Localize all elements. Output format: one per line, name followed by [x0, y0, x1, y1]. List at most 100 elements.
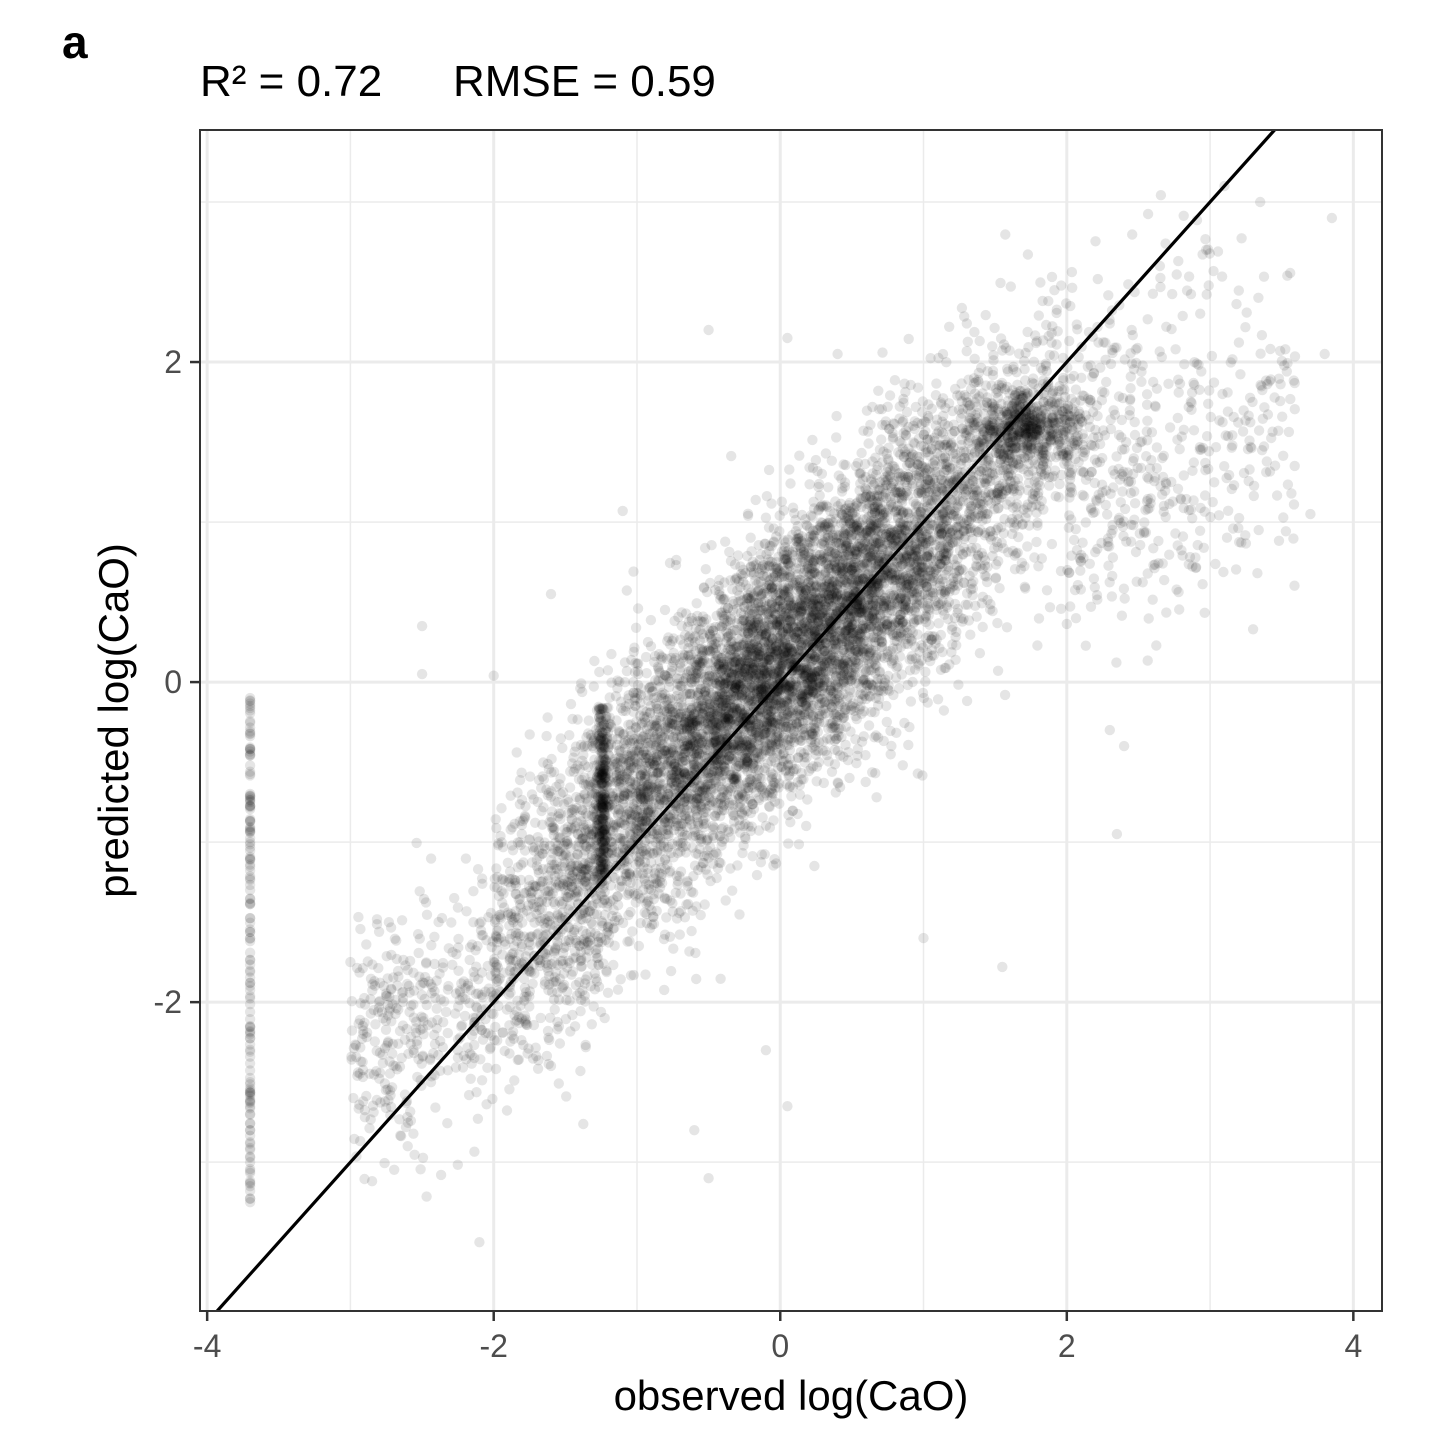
- data-point: [689, 631, 701, 642]
- data-point: [1011, 403, 1022, 415]
- data-point: [798, 723, 809, 734]
- data-point: [851, 713, 862, 725]
- data-point: [817, 553, 828, 564]
- data-point: [808, 711, 819, 722]
- data-point: [776, 568, 787, 579]
- data-point: [979, 400, 990, 411]
- data-point: [805, 679, 816, 690]
- data-point: [580, 845, 591, 856]
- data-point: [772, 568, 783, 579]
- data-point: [864, 527, 876, 538]
- data-point: [759, 596, 770, 607]
- data-point: [807, 728, 818, 739]
- data-point: [1150, 401, 1161, 412]
- data-point: [866, 509, 877, 521]
- data-point: [880, 568, 891, 579]
- data-point: [805, 596, 816, 607]
- data-point: [676, 807, 687, 818]
- data-point: [854, 636, 865, 647]
- data-point: [770, 663, 782, 674]
- data-point: [999, 689, 1011, 701]
- data-point: [830, 595, 841, 606]
- data-point: [764, 579, 775, 590]
- grid-lines: [200, 130, 1382, 1311]
- data-point: [1051, 307, 1062, 319]
- data-point: [893, 482, 905, 493]
- data-point: [848, 579, 859, 590]
- data-point: [648, 879, 660, 890]
- data-point: [691, 794, 702, 805]
- data-point: [920, 468, 931, 479]
- data-point: [787, 719, 798, 730]
- data-point: [1183, 271, 1195, 282]
- data-point: [777, 589, 788, 600]
- data-point: [714, 574, 725, 586]
- data-point: [922, 434, 933, 445]
- data-point: [635, 769, 646, 780]
- data-point: [744, 646, 755, 657]
- data-point: [670, 780, 681, 791]
- data-point: [804, 479, 815, 490]
- data-point: [844, 497, 855, 509]
- data-point: [679, 717, 690, 728]
- data-point: [699, 783, 711, 794]
- data-point: [810, 454, 822, 466]
- data-point: [763, 464, 775, 476]
- data-point: [917, 541, 928, 552]
- data-point: [780, 582, 791, 593]
- data-point: [579, 822, 590, 834]
- data-point: [843, 549, 855, 560]
- data-point: [774, 619, 785, 630]
- data-point: [739, 623, 751, 634]
- data-point: [693, 654, 704, 666]
- data-point: [656, 872, 667, 883]
- data-point: [555, 733, 566, 744]
- data-point: [1011, 387, 1022, 398]
- data-point: [899, 717, 910, 729]
- data-point: [864, 542, 875, 554]
- data-point: [923, 598, 934, 609]
- data-point: [980, 380, 992, 391]
- data-point: [612, 899, 624, 911]
- data-point: [710, 727, 721, 738]
- data-point: [714, 667, 726, 678]
- data-point: [822, 524, 833, 535]
- data-point: [539, 843, 551, 855]
- data-point: [687, 728, 698, 740]
- data-point: [695, 615, 706, 627]
- data-point: [883, 618, 894, 629]
- data-point: [737, 684, 749, 695]
- data-point: [876, 541, 888, 553]
- data-point: [588, 803, 599, 814]
- data-point: [914, 485, 925, 496]
- data-point: [621, 766, 633, 777]
- data-point: [894, 554, 905, 565]
- data-point: [814, 593, 825, 604]
- data-point: [535, 954, 546, 966]
- data-point: [567, 966, 579, 977]
- data-point: [793, 839, 805, 850]
- data-point: [849, 645, 860, 656]
- data-point: [784, 614, 796, 626]
- data-point: [751, 727, 762, 739]
- data-point: [673, 820, 684, 832]
- data-point: [1097, 386, 1108, 397]
- data-point: [554, 877, 565, 888]
- data-point: [724, 546, 735, 558]
- data-point: [756, 783, 768, 795]
- data-point: [807, 532, 819, 543]
- data-point: [747, 690, 758, 702]
- data-point: [985, 526, 996, 537]
- data-point: [729, 776, 740, 788]
- data-point: [729, 781, 740, 792]
- data-point: [660, 816, 671, 828]
- data-point: [961, 695, 973, 707]
- data-point: [749, 662, 760, 673]
- data-point: [704, 670, 715, 681]
- data-point: [818, 668, 829, 679]
- data-point: [742, 745, 753, 757]
- data-point: [689, 708, 700, 720]
- data-point: [739, 667, 750, 678]
- data-point: [612, 808, 623, 819]
- data-point: [738, 594, 749, 606]
